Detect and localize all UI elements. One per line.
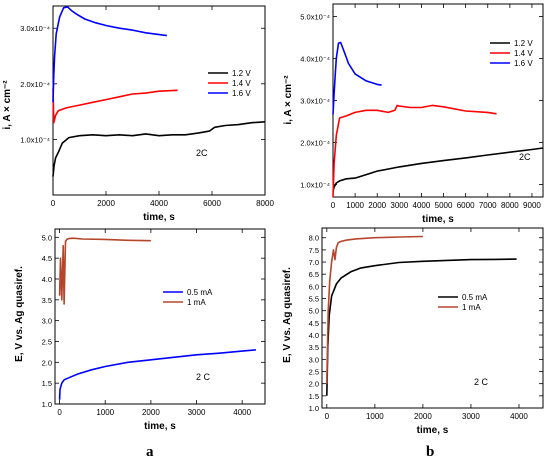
x-axis-label: time, s [143,212,175,223]
y-tick-label: 2.0 [309,380,319,389]
y-tick-label: 1.0 [309,404,319,413]
series-line-1-6-v [332,41,382,115]
x-tick-label: 2000 [142,408,160,417]
chart-bottom-left: 0 1000 2000 3000 4000 1.0 1.5 2.0 2.5 3.0 3.5 4.0 4.… [14,228,266,432]
y-tick-label: 5.0 [309,307,319,316]
y-axis-label: i, A × cm⁻² [2,80,13,130]
y-axis-label: E, V vs. Ag quasiref. [14,266,25,362]
x-tick-label: 1000 [346,201,364,210]
chart-top-right: 0 1000 2000 3000 4000 5000 6000 7000 8000 9000 1.0… [283,3,544,225]
y-tick-label: 6.0 [309,282,319,291]
legend-label: 1.4 V [232,79,251,88]
y-tick-label: 1.5 [42,379,52,388]
x-tick-label: 6000 [203,199,221,208]
x-tick-label: 2000 [97,199,115,208]
y-tick-label: 3.5 [309,343,319,352]
x-tick-label: 4000 [233,408,251,417]
legend-label: 1.6 V [232,89,251,98]
y-tick-label: 4.5 [42,254,52,263]
y-tick-label: 5.5 [309,295,319,304]
x-tick-label: 0 [51,199,56,208]
y-axis-label: i, A × cm⁻² [283,75,294,125]
legend-label: 1.6 V [514,59,533,68]
y-tick-label: 4.0x10⁻⁴ [300,55,330,64]
y-tick-label: 7.0 [309,258,319,267]
y-tick-label: 2.0x10⁻⁴ [300,138,330,147]
x-tick-label: 8000 [256,199,274,208]
y-tick-label: 1.0x10⁻⁴ [300,180,330,189]
y-tick-label: 5.0 [42,233,52,242]
x-axis-label: time, s [144,421,176,432]
chart-annotation: 2 C [474,377,489,387]
y-tick-label: 3.0x10⁻⁴ [20,24,50,33]
plot-frame [321,227,544,409]
x-tick-label: 1000 [366,412,384,421]
x-axis-label: time, s [417,425,449,436]
x-tick-label: 6000 [457,201,475,210]
y-tick-label: 2.0 [42,358,52,367]
y-tick-label: 3.5 [42,296,52,305]
y-tick-label: 4.0 [309,331,319,340]
x-tick-label: 3000 [390,201,408,210]
legend-label: 0.5 mA [462,293,488,302]
legend-label: 1.2 V [514,39,533,48]
plot-frame [54,228,266,405]
plot-frame [332,3,544,198]
y-tick-label: 7.5 [309,246,319,255]
y-tick-label: 2.5 [42,338,52,347]
y-tick-label: 1.5 [309,392,319,401]
x-tick-label: 2000 [368,201,386,210]
x-tick-label: 3000 [188,408,206,417]
chart-annotation: 2C [196,148,208,158]
series-line-0-5-ma [326,258,517,396]
x-tick-label: 0 [57,408,62,417]
y-tick-label: 4.5 [309,319,319,328]
series-line-1-ma [58,237,151,305]
y-tick-label: 1.0x10⁻⁴ [20,135,50,144]
x-tick-label: 4000 [413,201,431,210]
y-tick-label: 4.0 [42,275,52,284]
x-tick-label: 0 [325,412,330,421]
x-tick-label: 3000 [462,412,480,421]
x-tick-label: 4000 [510,412,528,421]
y-tick-label: 8.0 [309,234,319,243]
x-tick-label: 0 [331,201,336,210]
x-axis-label: time, s [422,214,454,225]
series-line-1-2-v [332,147,544,192]
x-tick-label: 4000 [150,199,168,208]
y-tick-label: 5.0x10⁻⁴ [300,13,330,22]
series-line-1-4-v [52,88,178,124]
x-tick-label: 8000 [501,201,519,210]
y-tick-label: 2.5 [309,368,319,377]
series-line-1-4-v [332,104,497,198]
series-line-0-5-ma [58,349,256,400]
series-line-1-ma [326,235,423,384]
x-tick-label: 1000 [96,408,114,417]
legend-label: 1.2 V [232,69,251,78]
y-tick-label: 3.0 [42,317,52,326]
y-tick-label: 1.0 [42,400,52,409]
panel-caption-b: b [426,444,435,460]
y-tick-label: 2.0x10⁻⁴ [20,80,50,89]
legend-label: 1 mA [462,303,481,312]
y-axis-label: E, V vs. Ag quasiref. [282,267,293,363]
y-tick-label: 3.0x10⁻⁴ [300,97,330,106]
chart-annotation: 2 C [196,372,211,382]
chart-top-left: 0 2000 4000 6000 8000 1.0x10⁻⁴ 2.0x10⁻⁴ 3.0x10⁻… [2,5,274,223]
legend-label: 0.5 mA [187,288,213,297]
y-tick-label: 6.5 [309,270,319,279]
series-line-1-2-v [52,121,266,177]
panel-caption-a: a [146,444,154,460]
x-tick-label: 5000 [435,201,453,210]
x-tick-label: 9000 [523,201,541,210]
chart-annotation: 2C [519,152,531,162]
series-line-1-6-v [52,6,168,103]
legend-label: 1 mA [187,298,206,307]
x-tick-label: 2000 [414,412,432,421]
y-tick-label: 3.0 [309,355,319,364]
legend-label: 1.4 V [514,49,533,58]
x-tick-label: 7000 [479,201,497,210]
chart-bottom-right: 0 1000 2000 3000 4000 1.0 1.5 2.0 2.5 3.0 3.5 4.0 4.… [282,227,544,436]
